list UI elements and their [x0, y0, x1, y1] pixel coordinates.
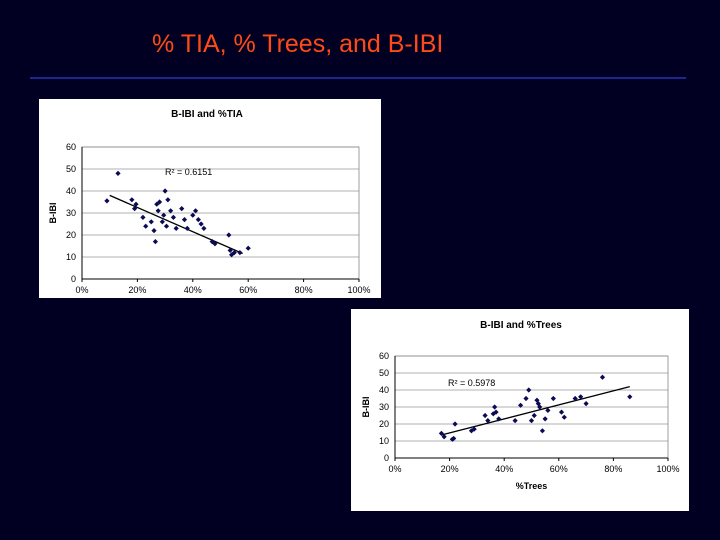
slide-title: % TIA, % Trees, and B-IBI	[152, 30, 444, 58]
data-point	[226, 232, 232, 238]
data-point	[201, 225, 207, 231]
y-tick-label: 0	[71, 274, 76, 284]
data-point	[492, 404, 498, 410]
data-point	[231, 250, 237, 256]
x-tick-label: 100%	[347, 285, 370, 295]
x-tick-label: 80%	[604, 464, 622, 474]
data-point	[245, 245, 251, 251]
title-divider	[30, 77, 686, 79]
data-point	[165, 197, 171, 203]
data-point	[181, 217, 188, 223]
data-point	[528, 418, 535, 424]
data-point	[155, 208, 161, 214]
data-point	[168, 208, 174, 214]
chart-tia: B-IBI and %TIA 0 10 20 30 40 50 60 0% 20% 40% 60% 80…	[48, 109, 371, 295]
data-point	[198, 221, 204, 227]
data-point	[190, 212, 196, 218]
data-point	[163, 223, 170, 229]
data-point	[451, 435, 457, 442]
y-tick-label: 10	[379, 436, 389, 446]
data-point	[148, 219, 154, 225]
data-point	[561, 414, 567, 420]
y-axis-label: B-IBI	[361, 397, 371, 418]
y-tick-label: 60	[66, 142, 76, 152]
y-tick-label: 30	[66, 208, 76, 218]
data-point	[227, 247, 233, 253]
x-tick-label: 100%	[656, 464, 679, 474]
chart-trees-panel: B-IBI and %Trees 0 10 20 30 40 50 60 0% 20% 40% 60%…	[351, 309, 689, 511]
trendline	[441, 385, 630, 436]
data-point	[132, 206, 138, 212]
chart-title: B-IBI and %Trees	[480, 320, 562, 331]
y-tick-label: 20	[66, 230, 76, 240]
data-point	[152, 239, 159, 245]
x-tick-label: 80%	[295, 285, 313, 295]
x-tick-label: 20%	[128, 285, 146, 295]
data-point	[599, 374, 606, 380]
chart-title: B-IBI and %TIA	[171, 109, 243, 120]
data-point	[192, 208, 199, 214]
data-point	[115, 170, 121, 176]
y-tick-label: 40	[379, 385, 389, 395]
data-point	[140, 214, 146, 220]
data-point	[583, 401, 589, 407]
chart-trees: B-IBI and %Trees 0 10 20 30 40 50 60 0% 20% 40% 60%…	[361, 320, 680, 491]
y-tick-label: 60	[379, 351, 389, 361]
data-point	[170, 214, 177, 220]
data-point	[531, 412, 537, 419]
data-point	[512, 418, 518, 424]
data-point	[537, 404, 543, 410]
data-point	[558, 409, 565, 415]
data-point	[526, 387, 532, 393]
data-point	[129, 197, 135, 203]
chart-tia-panel: B-IBI and %TIA 0 10 20 30 40 50 60 0% 20% 40% 60% 80…	[39, 99, 381, 298]
data-point	[173, 225, 179, 231]
y-tick-label: 50	[379, 368, 389, 378]
x-tick-label: 60%	[550, 464, 568, 474]
data-point	[159, 219, 165, 225]
data-point	[539, 428, 546, 434]
data-point	[523, 395, 529, 402]
x-tick-label: 20%	[441, 464, 459, 474]
y-axis-label: B-IBI	[48, 203, 58, 224]
data-point	[452, 421, 458, 427]
data-point	[441, 434, 447, 440]
r-squared-label: R² = 0.5978	[448, 378, 495, 388]
y-tick-label: 40	[66, 186, 76, 196]
data-point	[627, 394, 633, 400]
y-tick-label: 30	[379, 402, 389, 412]
y-tick-label: 20	[379, 419, 389, 429]
data-point	[179, 206, 185, 212]
trendline	[109, 194, 243, 255]
data-point	[550, 395, 556, 402]
data-point	[572, 395, 578, 402]
data-point	[195, 217, 201, 223]
data-point	[151, 228, 157, 234]
data-point	[156, 199, 163, 205]
data-point	[482, 412, 488, 419]
x-tick-label: 40%	[184, 285, 202, 295]
y-tick-label: 10	[66, 252, 76, 262]
x-tick-label: 40%	[495, 464, 513, 474]
data-point	[161, 212, 167, 218]
data-point	[212, 241, 218, 247]
data-point	[162, 188, 168, 194]
y-tick-label: 0	[384, 453, 389, 463]
data-point	[104, 198, 110, 204]
x-axis-label: %Trees	[516, 481, 548, 491]
x-tick-label: 0%	[388, 464, 401, 474]
x-tick-label: 0%	[75, 285, 88, 295]
data-point	[237, 250, 243, 256]
data-point	[542, 416, 548, 422]
r-squared-label: R² = 0.6151	[165, 167, 212, 177]
y-tick-label: 50	[66, 164, 76, 174]
x-tick-label: 60%	[239, 285, 257, 295]
data-point	[184, 225, 190, 231]
data-point	[143, 223, 149, 229]
